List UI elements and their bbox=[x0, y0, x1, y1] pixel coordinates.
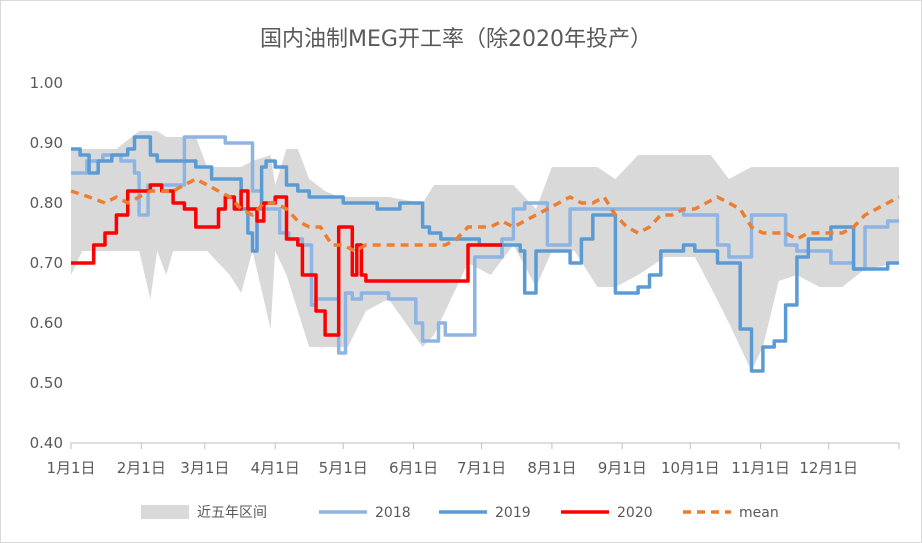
legend-label: mean bbox=[739, 505, 779, 521]
x-tick-label: 7月1日 bbox=[457, 459, 506, 477]
y-tick-label: 0.90 bbox=[30, 134, 63, 152]
x-tick-label: 5月1日 bbox=[319, 459, 368, 477]
x-tick-label: 8月1日 bbox=[527, 459, 576, 477]
axis-layer: 1.00 0.90 0.80 0.70 0.60 0.50 0.40 1月1日 2月1日 3月1日… bbox=[30, 74, 900, 477]
x-tick-label: 2月1日 bbox=[117, 459, 166, 477]
series-line-2020 bbox=[71, 183, 502, 337]
y-tick-label: 0.80 bbox=[30, 194, 63, 212]
band-layer bbox=[71, 131, 899, 371]
y-tick-label: 0.70 bbox=[30, 254, 63, 272]
x-tick-label: 4月1日 bbox=[251, 459, 300, 477]
y-tick-label: 1.00 bbox=[30, 74, 63, 92]
x-tick-label: 3月1日 bbox=[180, 459, 229, 477]
y-tick-label: 0.40 bbox=[30, 434, 63, 452]
chart-title: 国内油制MEG开工率（除2020年投产） bbox=[260, 27, 652, 52]
legend-label: 2018 bbox=[375, 505, 411, 521]
x-tick-label: 9月1日 bbox=[598, 459, 647, 477]
legend-label: 2020 bbox=[617, 505, 653, 521]
y-tick-label: 0.50 bbox=[30, 374, 63, 392]
x-tick-label: 10月1日 bbox=[661, 459, 720, 477]
band-range-area bbox=[71, 131, 899, 371]
series-line-2018 bbox=[71, 135, 899, 355]
legend-label: 2019 bbox=[495, 505, 531, 521]
x-tick-label: 11月1日 bbox=[731, 459, 790, 477]
series-line-mean bbox=[70, 177, 900, 253]
series-layer bbox=[70, 135, 900, 373]
x-tick-label: 6月1日 bbox=[389, 459, 438, 477]
legend-label: 近五年区间 bbox=[197, 505, 267, 521]
x-tick-label: 1月1日 bbox=[46, 459, 95, 477]
legend: 近五年区间 2018 2019 2020 mean bbox=[141, 505, 779, 521]
y-tick-label: 0.60 bbox=[30, 314, 63, 332]
legend-swatch-band bbox=[141, 505, 189, 519]
x-tick-label: 12月1日 bbox=[799, 459, 858, 477]
